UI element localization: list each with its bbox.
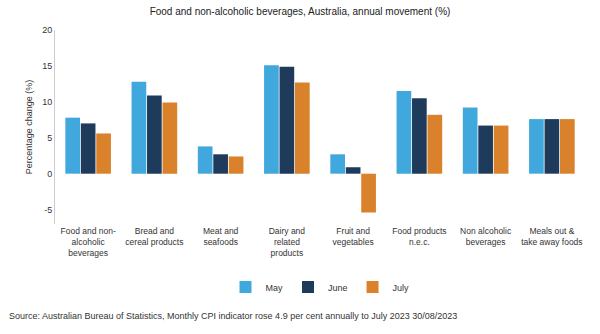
svg-text:Food and non-alcoholicbeverage: Food and non-alcoholicbeverages (60, 226, 115, 258)
svg-text:Food and non-alcoholic beverag: Food and non-alcoholic beverages, Austra… (150, 6, 451, 17)
svg-text:Fruit andvegetables: Fruit andvegetables (333, 226, 374, 247)
svg-text:Bread andcereal products: Bread andcereal products (125, 226, 183, 247)
svg-text:5: 5 (47, 133, 52, 143)
svg-text:Food productsn.e.c.: Food productsn.e.c. (392, 226, 446, 247)
svg-text:0: 0 (47, 169, 52, 179)
svg-text:Meat andseafoods: Meat andseafoods (203, 226, 239, 247)
svg-text:June: June (328, 283, 348, 293)
svg-text:Percentage change (%): Percentage change (%) (24, 80, 34, 175)
svg-text:10: 10 (42, 97, 52, 107)
svg-text:-5: -5 (44, 205, 52, 215)
svg-text:15: 15 (42, 61, 52, 71)
svg-text:Dairy andrelatedproducts: Dairy andrelatedproducts (269, 226, 306, 258)
svg-text:Source: Australian Bureau of S: Source: Australian Bureau of Statistics,… (9, 311, 457, 321)
svg-text:July: July (393, 283, 410, 293)
svg-text:Non alcoholicbeverages: Non alcoholicbeverages (460, 226, 512, 247)
svg-text:Meals out &take away foods: Meals out &take away foods (521, 226, 582, 247)
svg-text:May: May (266, 283, 284, 293)
svg-text:20: 20 (42, 25, 52, 35)
